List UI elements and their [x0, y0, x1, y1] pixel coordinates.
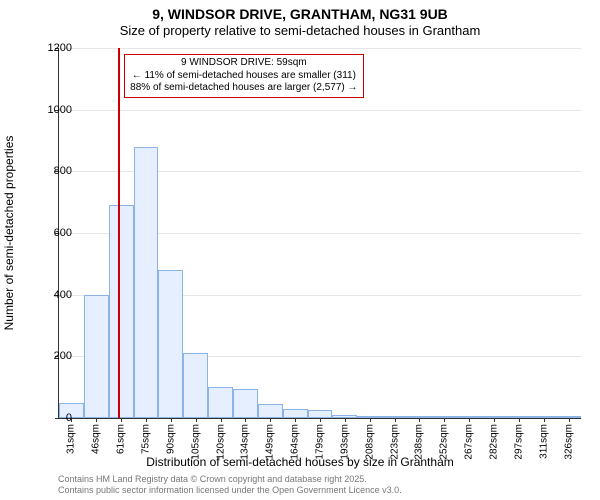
histogram-bar — [84, 295, 109, 418]
xtick-mark — [519, 418, 520, 422]
credits: Contains HM Land Registry data © Crown c… — [58, 474, 402, 496]
xtick-mark — [544, 418, 545, 422]
chart-subtitle: Size of property relative to semi-detach… — [0, 23, 600, 38]
histogram-bar — [134, 147, 159, 418]
xtick-mark — [395, 418, 396, 422]
ytick-label: 1200 — [32, 42, 72, 54]
title-block: 9, WINDSOR DRIVE, GRANTHAM, NG31 9UB Siz… — [0, 0, 600, 38]
xtick-label: 311sqm — [538, 424, 549, 459]
ytick-label: 600 — [32, 227, 72, 239]
callout-line: ← 11% of semi-detached houses are smalle… — [130, 70, 357, 83]
xtick-mark — [121, 418, 122, 422]
y-axis-label: Number of semi-detached properties — [2, 136, 16, 331]
credits-line: Contains HM Land Registry data © Crown c… — [58, 474, 402, 485]
xtick-label: 46sqm — [91, 424, 102, 454]
xtick-mark — [469, 418, 470, 422]
xtick-mark — [96, 418, 97, 422]
xtick-label: 75sqm — [141, 424, 152, 454]
credits-line: Contains public sector information licen… — [58, 485, 402, 496]
gridline — [59, 110, 581, 111]
histogram-bar — [233, 389, 258, 418]
xtick-mark — [270, 418, 271, 422]
histogram-bar — [158, 270, 183, 418]
histogram-bar — [308, 410, 333, 418]
ytick-label: 400 — [32, 289, 72, 301]
histogram: 31sqm46sqm61sqm75sqm90sqm105sqm120sqm134… — [58, 48, 581, 419]
ytick-label: 200 — [32, 350, 72, 362]
xtick-mark — [569, 418, 570, 422]
histogram-bar — [283, 409, 308, 418]
xtick-mark — [221, 418, 222, 422]
plot-area: 31sqm46sqm61sqm75sqm90sqm105sqm120sqm134… — [58, 48, 580, 418]
xtick-mark — [196, 418, 197, 422]
xtick-mark — [146, 418, 147, 422]
xtick-label: 90sqm — [165, 424, 176, 454]
xtick-mark — [419, 418, 420, 422]
xtick-label: 31sqm — [66, 424, 77, 454]
histogram-bar — [258, 404, 283, 418]
histogram-bar — [183, 353, 208, 418]
ytick-label: 0 — [32, 412, 72, 424]
xtick-label: 61sqm — [116, 424, 127, 454]
histogram-bar — [109, 205, 134, 418]
ytick-label: 1000 — [32, 104, 72, 116]
xtick-mark — [370, 418, 371, 422]
callout-line: 88% of semi-detached houses are larger (… — [130, 82, 357, 95]
xtick-mark — [494, 418, 495, 422]
xtick-mark — [295, 418, 296, 422]
xtick-mark — [444, 418, 445, 422]
gridline — [59, 48, 581, 49]
xtick-mark — [171, 418, 172, 422]
histogram-bar — [208, 387, 233, 418]
xtick-mark — [320, 418, 321, 422]
chart-title: 9, WINDSOR DRIVE, GRANTHAM, NG31 9UB — [0, 6, 600, 22]
xtick-mark — [345, 418, 346, 422]
ytick-label: 800 — [32, 165, 72, 177]
callout-line: 9 WINDSOR DRIVE: 59sqm — [130, 57, 357, 70]
x-axis-label: Distribution of semi-detached houses by … — [0, 455, 600, 469]
xtick-mark — [245, 418, 246, 422]
reference-line — [118, 48, 120, 418]
callout-box: 9 WINDSOR DRIVE: 59sqm← 11% of semi-deta… — [124, 54, 363, 98]
